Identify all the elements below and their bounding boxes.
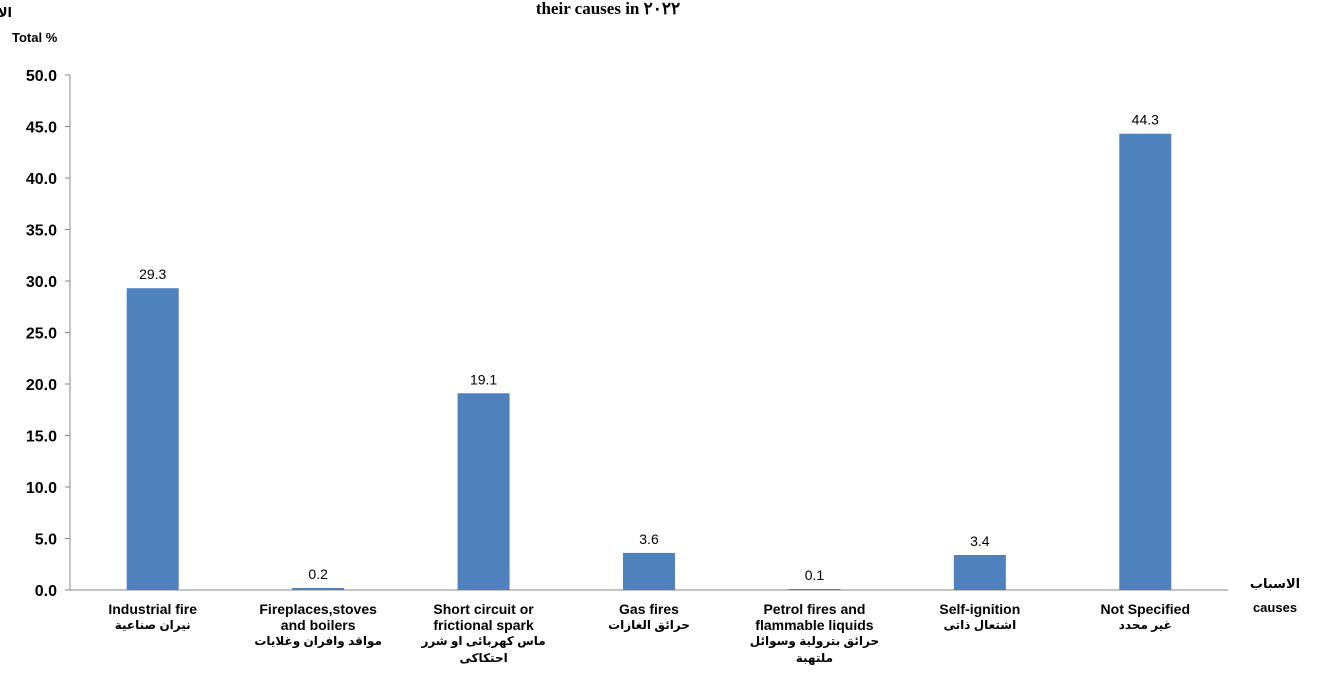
y-tick-label: 50.0	[26, 68, 57, 85]
category-label: Fireplaces,stoves	[259, 601, 377, 617]
bar	[953, 554, 1006, 590]
category-label: Industrial fire	[108, 601, 197, 617]
bar	[457, 393, 510, 590]
category-label-ar: حرائق الغازات	[608, 618, 690, 632]
category-label: flammable liquids	[755, 617, 873, 633]
data-label: 29.3	[139, 266, 166, 282]
x-axis-label: causes	[1253, 600, 1297, 615]
category-label: Short circuit or	[433, 601, 534, 617]
plot-area: 0.0 5.0 10.0 15.0 20.0 25.0 30.0 35.0 40.0 45.0 50…	[26, 68, 1228, 665]
y-axis-label: Total %	[12, 30, 58, 45]
category-label: Self-ignition	[939, 601, 1020, 617]
bar	[623, 552, 675, 590]
y-tick-label: 45.0	[26, 120, 57, 137]
x-axis-label-ar: الاسباب	[1250, 576, 1300, 591]
data-label: 0.2	[308, 566, 328, 582]
y-tick-label: 5.0	[35, 532, 57, 549]
data-label: 19.1	[470, 371, 497, 387]
bar	[1119, 133, 1172, 590]
y-axis-label-ar: الاجمالي ٪	[0, 5, 12, 20]
chart-title: their causes in ٢٠٢٢	[536, 0, 680, 18]
category-label-ar: حرائق بترولية وسوائل	[750, 634, 879, 649]
category-label-ar: اشتعال ذاتى	[943, 618, 1016, 632]
category-label-ar: مواقد وافران وغلايات	[254, 634, 382, 649]
category-label: frictional spark	[433, 617, 534, 633]
category-label-ar: احتكاكى	[459, 651, 507, 665]
category-label: Not Specified	[1101, 601, 1190, 617]
category-label: and boilers	[281, 617, 356, 633]
category-label-ar: ملتهبة	[796, 651, 833, 665]
data-label: 44.3	[1132, 112, 1159, 128]
category-label-ar: ماس كهربائى او شرر	[420, 634, 545, 649]
data-label: 3.6	[639, 531, 659, 547]
category-label-ar: غير محدد	[1119, 618, 1172, 632]
category-label: Gas fires	[619, 601, 679, 617]
bar	[788, 588, 841, 590]
y-tick-label: 30.0	[26, 274, 57, 291]
data-label: 3.4	[970, 533, 990, 549]
y-tick-label: 40.0	[26, 171, 57, 188]
category-label: Petrol fires and	[763, 601, 865, 617]
data-label: 0.1	[805, 567, 825, 583]
y-tick-label: 25.0	[26, 326, 57, 343]
y-tick-label: 10.0	[26, 480, 57, 497]
bar	[126, 288, 179, 590]
bar	[292, 587, 345, 590]
category-label-ar: نيران صناعية	[115, 618, 191, 632]
y-tick-label: 0.0	[35, 583, 57, 600]
y-tick-label: 15.0	[26, 429, 57, 446]
y-tick-label: 20.0	[26, 377, 57, 394]
y-tick-label: 35.0	[26, 223, 57, 240]
